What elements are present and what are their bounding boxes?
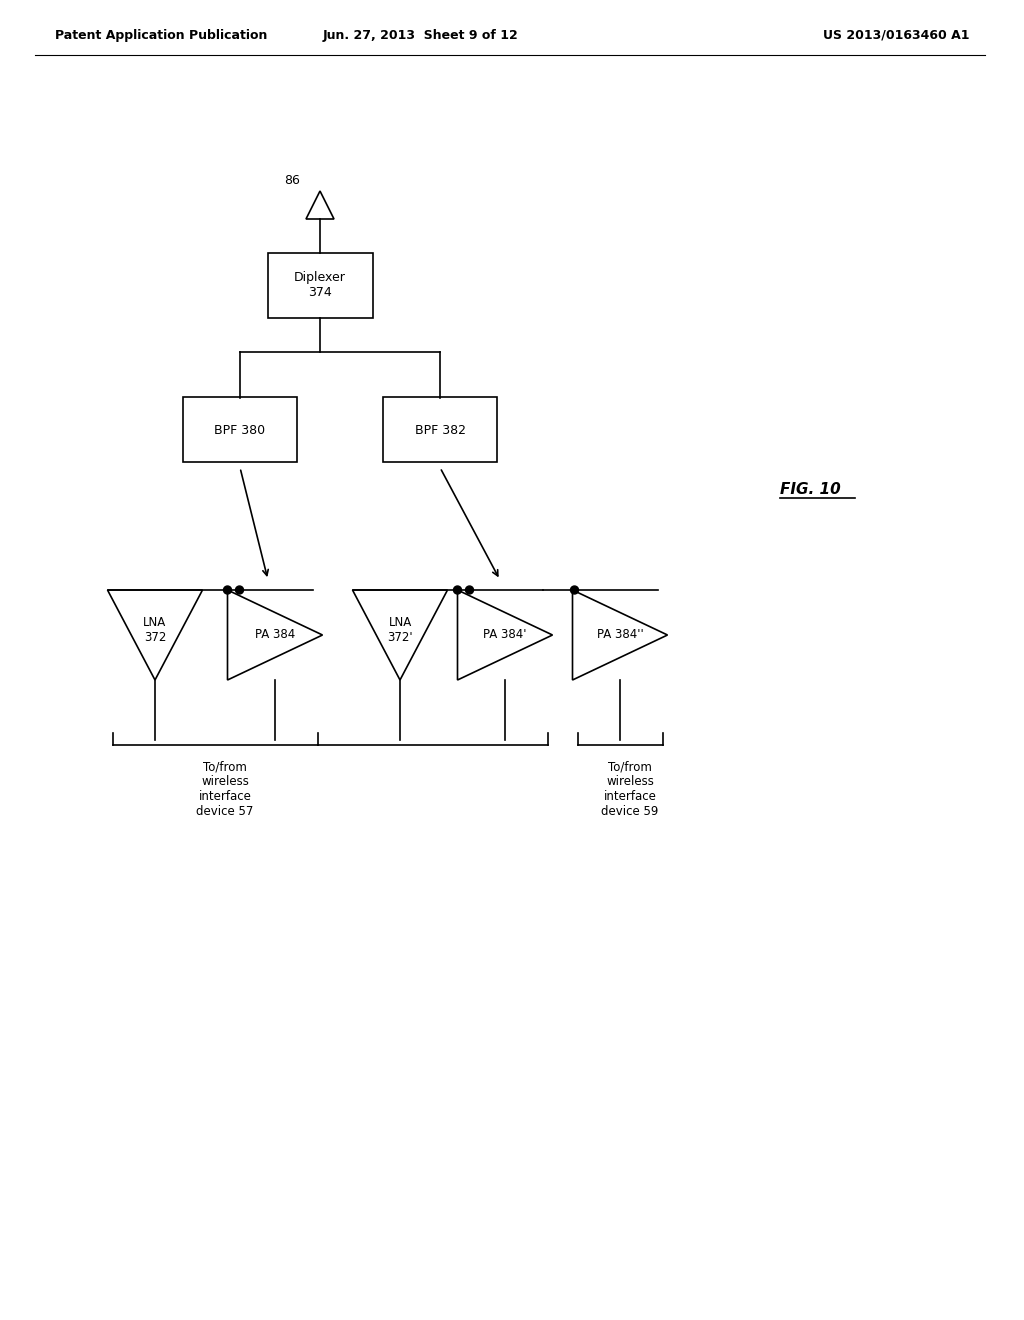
Text: BPF 380: BPF 380 xyxy=(214,424,265,437)
Text: LNA
372: LNA 372 xyxy=(143,616,167,644)
Text: Patent Application Publication: Patent Application Publication xyxy=(55,29,267,41)
Text: PA 384'': PA 384'' xyxy=(597,628,643,642)
Circle shape xyxy=(223,586,231,594)
Circle shape xyxy=(454,586,462,594)
Circle shape xyxy=(236,586,244,594)
Polygon shape xyxy=(572,590,668,680)
Circle shape xyxy=(570,586,579,594)
Polygon shape xyxy=(352,590,447,680)
Text: 86: 86 xyxy=(284,174,300,187)
Text: PA 384: PA 384 xyxy=(255,628,295,642)
Text: US 2013/0163460 A1: US 2013/0163460 A1 xyxy=(823,29,970,41)
Text: BPF 382: BPF 382 xyxy=(415,424,466,437)
FancyBboxPatch shape xyxy=(383,397,498,462)
Text: Jun. 27, 2013  Sheet 9 of 12: Jun. 27, 2013 Sheet 9 of 12 xyxy=(323,29,518,41)
Text: FIG. 10: FIG. 10 xyxy=(780,483,841,498)
Polygon shape xyxy=(108,590,203,680)
Polygon shape xyxy=(227,590,323,680)
Text: LNA
372': LNA 372' xyxy=(387,616,413,644)
Text: Diplexer
374: Diplexer 374 xyxy=(294,271,346,300)
Circle shape xyxy=(466,586,473,594)
Polygon shape xyxy=(458,590,553,680)
Text: To/from
wireless
interface
device 59: To/from wireless interface device 59 xyxy=(601,760,658,818)
Polygon shape xyxy=(306,191,334,219)
Text: To/from
wireless
interface
device 57: To/from wireless interface device 57 xyxy=(197,760,254,818)
FancyBboxPatch shape xyxy=(267,252,373,318)
Text: PA 384': PA 384' xyxy=(483,628,526,642)
FancyBboxPatch shape xyxy=(182,397,298,462)
